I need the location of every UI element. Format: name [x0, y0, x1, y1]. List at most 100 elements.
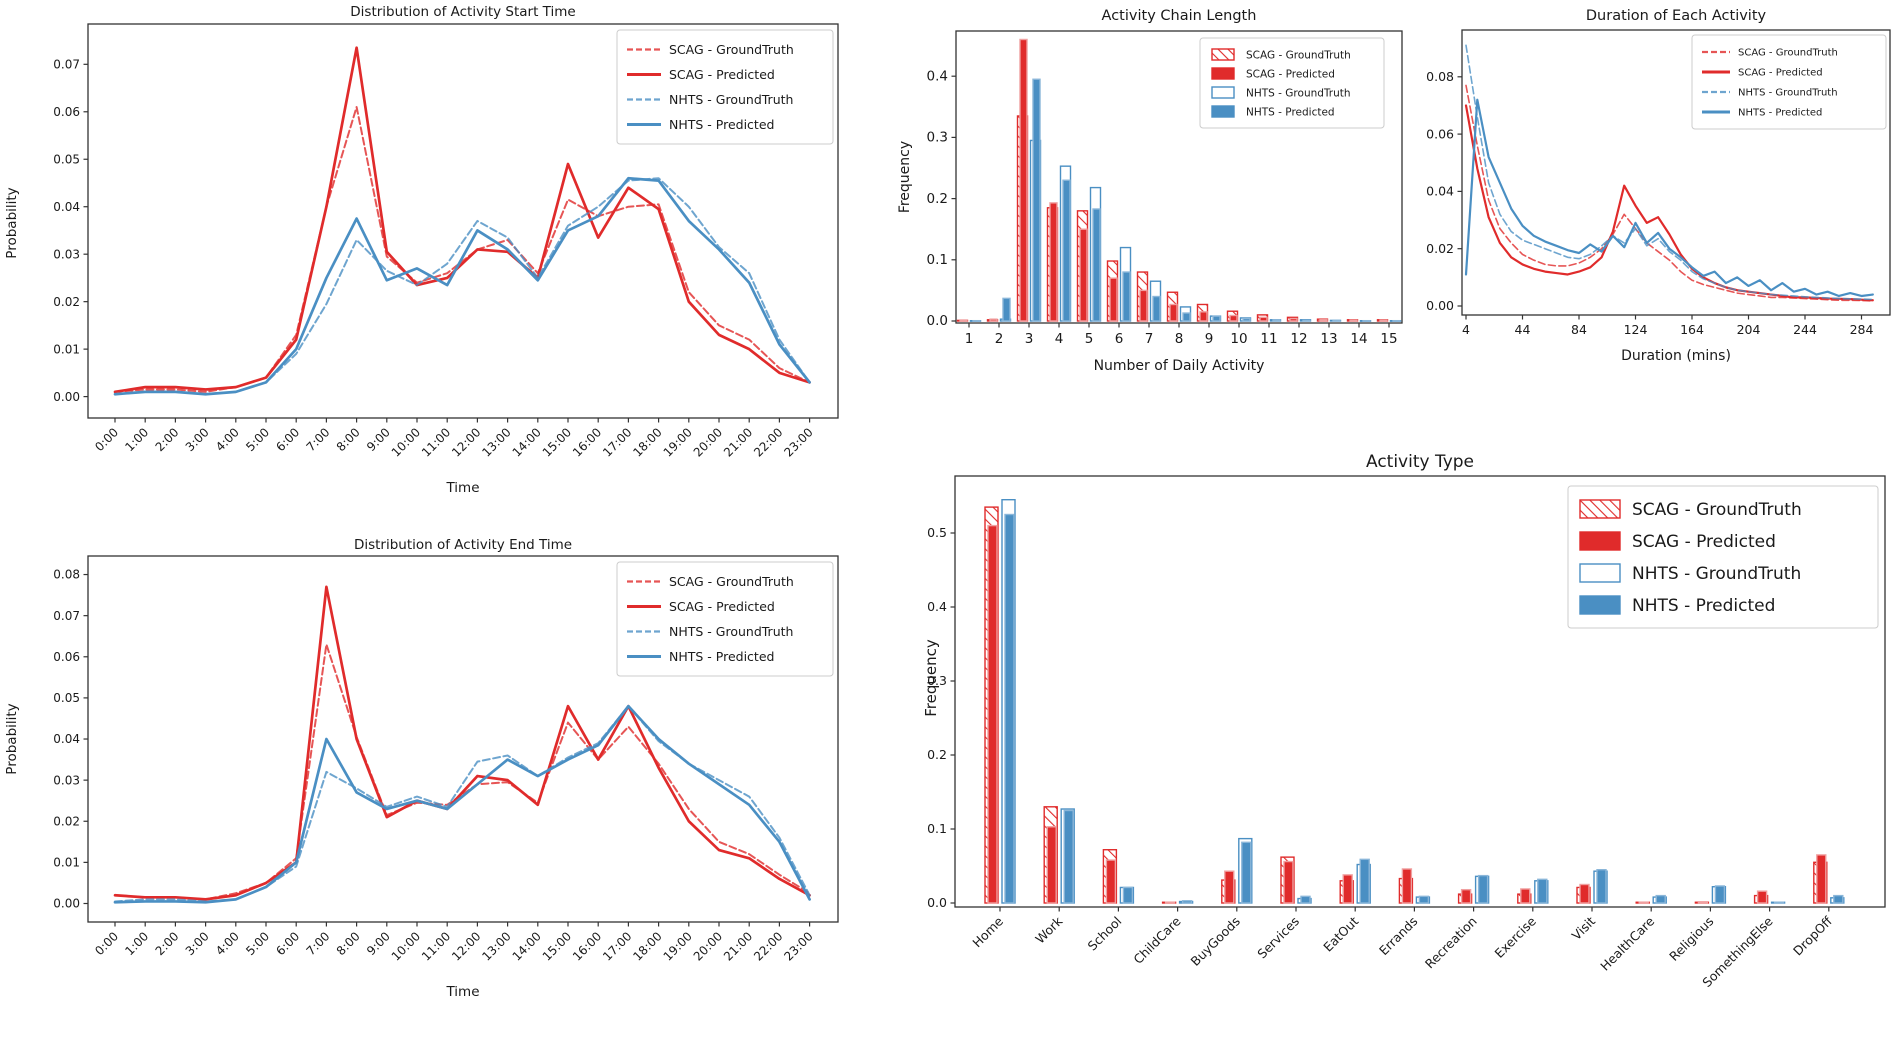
- x-tick-label: 3:00: [183, 929, 212, 958]
- bar-nhts-predicted: [1332, 319, 1341, 322]
- end-time-xlabel: Time: [445, 984, 479, 1000]
- y-tick-label: 0.2: [927, 747, 947, 762]
- y-tick-label: 0.02: [1426, 241, 1454, 256]
- x-tick-label: 5: [1085, 331, 1094, 347]
- legend-item: NHTS - GroundTruth: [627, 624, 793, 639]
- x-tick-label: 0:00: [92, 929, 121, 958]
- legend-item: NHTS - Predicted: [1702, 108, 1822, 119]
- legend-label: SCAG - Predicted: [1632, 532, 1776, 552]
- x-tick-label: 0:00: [92, 425, 121, 454]
- bar-scag-predicted: [1756, 890, 1768, 904]
- x-tick-label: 1:00: [122, 425, 151, 454]
- legend-item: NHTS - Predicted: [627, 117, 774, 132]
- bar-nhts-predicted: [1596, 869, 1607, 904]
- series-line-nhts-predicted: [1464, 98, 1874, 298]
- legend-item: SCAG - GroundTruth: [1211, 48, 1351, 61]
- x-tick-label: EatOut: [1320, 913, 1361, 954]
- bar-nhts-predicted: [1392, 319, 1401, 322]
- x-tick-label: 4:00: [213, 929, 242, 958]
- x-tick-label: 5:00: [243, 929, 272, 958]
- patch-swatch: [1211, 48, 1235, 61]
- x-tick-label: 16:00: [570, 929, 604, 963]
- x-tick-label: 3:00: [183, 425, 212, 454]
- x-tick-label: DropOff: [1790, 913, 1835, 958]
- series-line-scag-predicted: [113, 46, 811, 394]
- y-tick-label: 0.1: [927, 821, 947, 836]
- bar-nhts-predicted: [1032, 78, 1041, 322]
- series-line-nhts-predicted: [113, 704, 811, 904]
- bar-nhts-predicted: [1092, 208, 1101, 322]
- x-tick-label: 6: [1115, 331, 1124, 347]
- bar-scag-predicted: [1342, 874, 1353, 904]
- y-tick-label: 0.05: [53, 691, 80, 705]
- patch-swatch: [1579, 595, 1621, 615]
- y-tick-label: 0.4: [927, 68, 948, 84]
- bar-scag-predicted: [1460, 888, 1472, 904]
- bar-nhts-predicted: [1212, 315, 1221, 322]
- activity-type-title: Activity Type: [1366, 452, 1474, 472]
- x-tick-label: 8:00: [334, 425, 363, 454]
- x-tick-label: 3: [1025, 331, 1034, 347]
- x-tick-label: 11:00: [419, 929, 453, 963]
- legend: [1567, 485, 1879, 629]
- bar-scag-predicted: [959, 319, 968, 322]
- legend-label: SCAG - Predicted: [1246, 68, 1335, 80]
- bar-scag-predicted: [1379, 319, 1388, 322]
- legend-label: SCAG - Predicted: [669, 67, 775, 82]
- y-tick-label: 0.05: [53, 152, 80, 166]
- bar-scag-predicted: [1046, 826, 1057, 904]
- x-tick-label: 18:00: [630, 425, 664, 459]
- x-tick-label: 14:00: [510, 425, 544, 459]
- bar-scag-predicted: [1049, 202, 1058, 322]
- y-tick-label: 0.5: [927, 525, 947, 540]
- x-tick-label: 23:00: [781, 929, 815, 963]
- series-line-nhts-groundtruth: [1465, 44, 1874, 301]
- x-tick-label: 11:00: [419, 425, 453, 459]
- legend-label: NHTS - Predicted: [1632, 596, 1775, 616]
- y-tick-label: 0.06: [1426, 126, 1454, 141]
- chain-length-chart: 0.00.10.20.30.41 2 3 4 5 6 7 8 9 10 11 12 13 14 15SCAG…: [927, 30, 1403, 347]
- bar-scag-predicted: [1079, 228, 1088, 322]
- legend-label: NHTS - GroundTruth: [669, 92, 793, 107]
- legend-item: NHTS - Predicted: [627, 649, 774, 664]
- bar-nhts-predicted: [1302, 319, 1311, 322]
- series-line-nhts-groundtruth: [114, 705, 811, 903]
- x-tick-label: 13:00: [479, 425, 513, 459]
- x-tick-label: 15:00: [540, 929, 574, 963]
- bar-scag-predicted: [1816, 854, 1827, 904]
- x-tick-label: 8:00: [334, 929, 363, 958]
- legend: [1199, 37, 1385, 129]
- legend-item: SCAG - GroundTruth: [627, 42, 794, 57]
- bar-nhts-predicted: [1063, 809, 1074, 904]
- duration-xlabel: Duration (mins): [1621, 348, 1731, 364]
- chain-length-title: Activity Chain Length: [1102, 8, 1257, 24]
- bar-scag-predicted: [1697, 901, 1709, 904]
- x-tick-label: 12:00: [449, 929, 483, 963]
- legend-item: SCAG - Predicted: [1702, 68, 1823, 79]
- legend-label: NHTS - Predicted: [669, 117, 774, 132]
- x-tick-label: 16:00: [570, 425, 604, 459]
- legend-item: NHTS - GroundTruth: [627, 92, 793, 107]
- bar-nhts-predicted: [1181, 900, 1193, 904]
- bar-nhts-predicted: [1359, 858, 1370, 904]
- x-tick-label: 4:00: [213, 425, 242, 454]
- bar-nhts-predicted: [1418, 895, 1430, 904]
- x-tick-label: Religious: [1666, 914, 1716, 964]
- bar-scag-predicted: [1224, 870, 1235, 904]
- y-tick-label: 0.1: [927, 252, 948, 268]
- y-tick-label: 0.00: [53, 390, 80, 404]
- bar-scag-predicted: [1349, 319, 1358, 322]
- legend-label: SCAG - Predicted: [1738, 68, 1823, 79]
- patch-swatch: [1579, 499, 1621, 519]
- x-tick-label: 204: [1737, 322, 1761, 337]
- x-tick-label: 164: [1680, 322, 1704, 337]
- x-tick-label: 84: [1571, 322, 1587, 337]
- bar-scag-predicted: [1105, 859, 1117, 904]
- bar-nhts-predicted: [1004, 513, 1015, 904]
- legend: [1691, 34, 1887, 130]
- x-tick-label: 7:00: [304, 425, 333, 454]
- legend-item: SCAG - Predicted: [1211, 67, 1335, 80]
- bar-scag-predicted: [1289, 317, 1298, 322]
- duration-chart: 0.000.020.040.060.084 44 84 124 164 204 244 284…: [1426, 29, 1891, 337]
- bar-scag-predicted: [1019, 38, 1028, 322]
